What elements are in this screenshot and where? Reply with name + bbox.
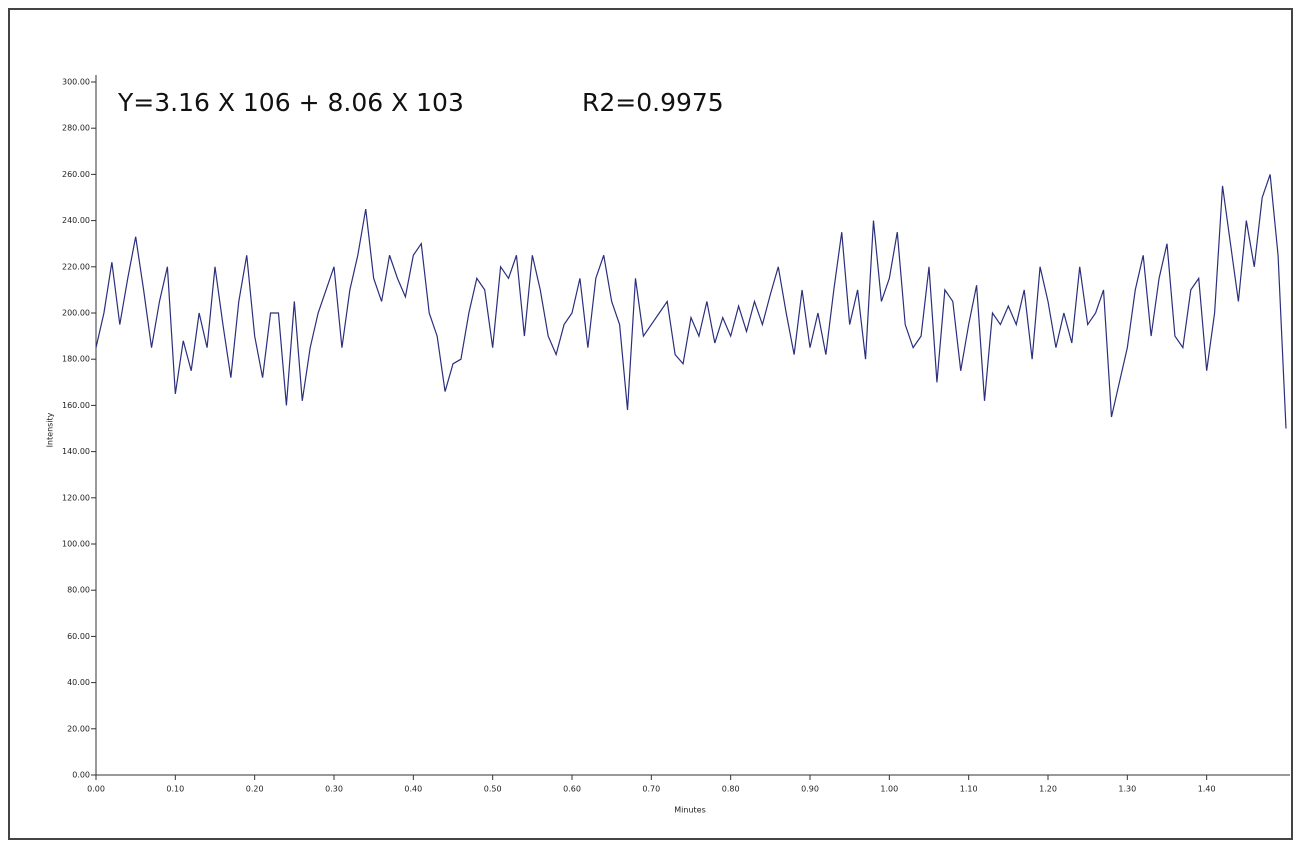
y-tick-label: 220.00 — [62, 262, 90, 271]
x-tick-label: 0.40 — [404, 785, 422, 794]
y-axis-label: Intensity — [46, 412, 55, 447]
x-tick-label: 0.70 — [642, 785, 660, 794]
x-tick-label: 0.30 — [325, 785, 343, 794]
y-tick-label: 240.00 — [62, 216, 90, 225]
y-tick-label: 60.00 — [67, 632, 90, 641]
y-tick-label: 20.00 — [67, 724, 90, 733]
x-tick-label: 0.80 — [722, 785, 740, 794]
annotation: Y=3.16 X 106 + 8.06 X 103 — [117, 88, 464, 117]
y-tick-label: 100.00 — [62, 540, 90, 549]
y-tick-label: 300.00 — [62, 78, 90, 87]
x-tick-label: 1.20 — [1039, 785, 1057, 794]
y-tick-label: 280.00 — [62, 124, 90, 133]
x-tick-label: 0.60 — [563, 785, 581, 794]
y-tick-label: 80.00 — [67, 586, 90, 595]
x-tick-label: 1.40 — [1198, 785, 1216, 794]
x-tick-label: 0.50 — [484, 785, 502, 794]
data-line — [95, 174, 1287, 429]
y-tick-label: 0.00 — [72, 771, 90, 780]
y-tick-label: 120.00 — [62, 493, 90, 502]
x-tick-label: 0.00 — [87, 785, 105, 794]
y-tick-label: 160.00 — [62, 401, 90, 410]
x-tick-label: 1.00 — [880, 785, 898, 794]
x-tick-label: 0.20 — [246, 785, 264, 794]
y-tick-label: 180.00 — [62, 355, 90, 364]
frame — [8, 8, 1293, 840]
x-tick-label: 0.90 — [801, 785, 819, 794]
y-tick-label: 200.00 — [62, 309, 90, 318]
annotation: R2=0.9975 — [582, 88, 724, 117]
x-tick-label: 1.10 — [960, 785, 978, 794]
x-tick-label: 1.30 — [1118, 785, 1136, 794]
y-tick-label: 260.00 — [62, 170, 90, 179]
y-tick-label: 140.00 — [62, 447, 90, 456]
y-tick-label: 40.00 — [67, 678, 90, 687]
x-tick-label: 0.10 — [166, 785, 184, 794]
x-axis-label: Minutes — [674, 806, 706, 815]
